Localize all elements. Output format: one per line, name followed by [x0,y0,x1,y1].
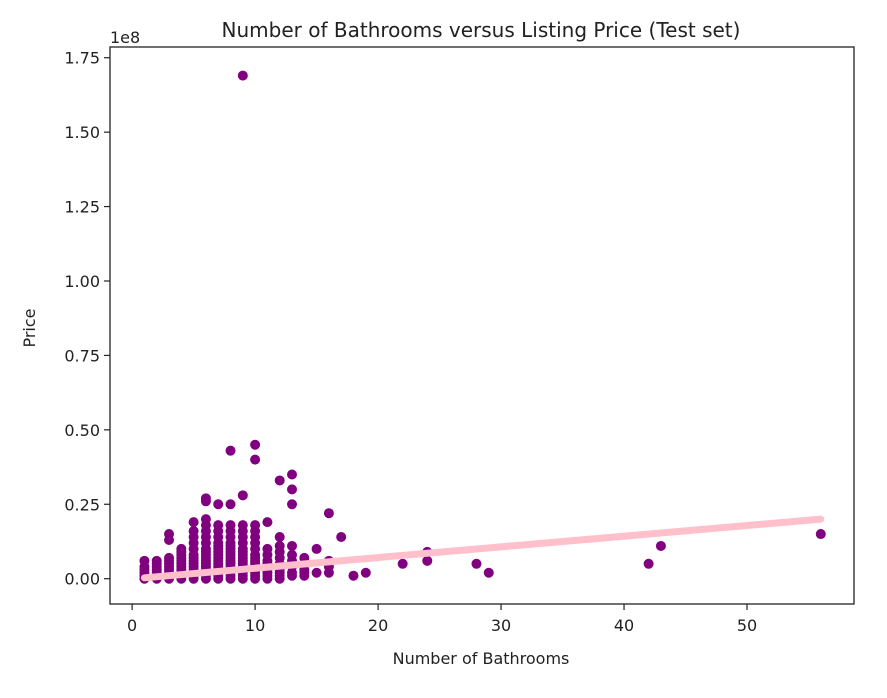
data-point [164,552,175,563]
y-tick-label: 1.00 [64,272,100,291]
x-tick-label: 40 [614,616,634,635]
y-tick-label: 1.75 [64,49,100,68]
data-point [262,517,273,528]
data-point [274,475,285,486]
data-point [348,570,359,581]
data-point [287,499,298,510]
x-tick-label: 10 [245,616,265,635]
data-point [200,493,211,504]
data-point [336,532,347,543]
y-tick-label: 0.25 [64,495,100,514]
data-point [471,558,482,569]
data-point [287,469,298,480]
data-point [311,567,322,578]
chart-title: Number of Bathrooms versus Listing Price… [222,18,741,42]
x-tick-label: 20 [368,616,388,635]
x-tick-label: 0 [127,616,137,635]
data-point [250,454,261,465]
data-point [188,517,199,528]
x-tick-label: 30 [491,616,511,635]
y-tick-label: 0.75 [64,346,100,365]
x-tick-label: 50 [737,616,757,635]
data-point [225,520,236,531]
data-point [237,70,248,81]
data-point [237,520,248,531]
data-point [397,558,408,569]
data-point [151,555,162,566]
data-point [655,540,666,551]
y-axis-label: Price [20,308,39,347]
y-tick-label: 1.50 [64,123,100,142]
x-axis-ticks: 0 10 20 30 40 50 [127,604,757,635]
data-point [139,555,150,566]
data-point [643,558,654,569]
data-point [262,543,273,554]
data-point [225,445,236,456]
data-point [164,529,175,540]
data-point [323,508,334,519]
axes-frame [109,46,855,605]
data-point [815,529,826,540]
data-point [287,540,298,551]
data-point [250,439,261,450]
x-axis-label: Number of Bathrooms [393,649,570,668]
y-tick-label: 0.50 [64,421,100,440]
y-tick-label: 1.25 [64,198,100,217]
regression-line [140,515,825,582]
y-axis-offset-label: 1e8 [110,28,140,47]
data-point [200,514,211,525]
data-point [213,520,224,531]
data-point [188,526,199,537]
data-point [287,549,298,560]
data-point [250,520,261,531]
data-point [287,484,298,495]
data-point [311,543,322,554]
data-point [360,567,371,578]
y-tick-label: 0.00 [64,570,100,589]
data-point [225,499,236,510]
plot-area [139,70,826,584]
data-point [237,490,248,501]
data-point [176,543,187,554]
data-point [483,567,494,578]
data-point [213,499,224,510]
y-axis-ticks: 0.00 0.25 0.50 0.75 1.00 1.25 1.50 1.75 [64,49,110,589]
data-point [274,532,285,543]
data-point [422,555,433,566]
data-point [274,540,285,551]
